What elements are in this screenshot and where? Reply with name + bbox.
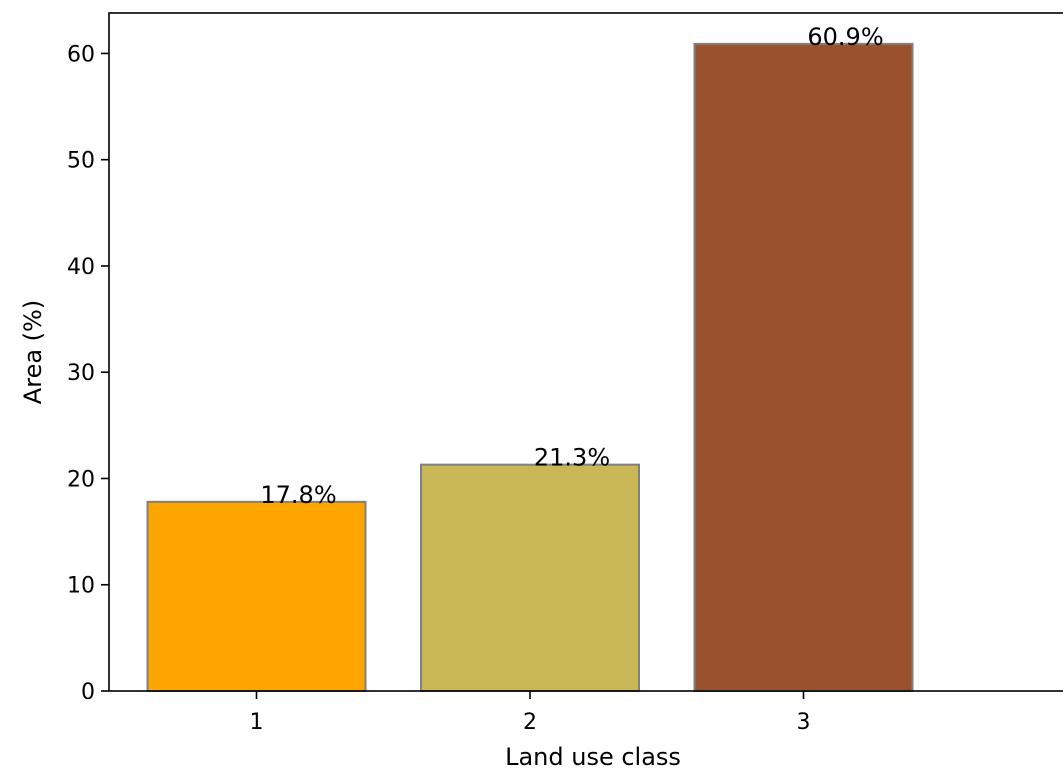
data-label-2: 21.3% bbox=[534, 444, 610, 472]
y-tick-label-40: 40 bbox=[67, 255, 95, 280]
y-axis: 0 10 20 30 40 50 60 bbox=[67, 42, 109, 705]
y-tick-label-30: 30 bbox=[67, 361, 95, 386]
y-tick-label-50: 50 bbox=[67, 149, 95, 174]
y-axis-label: Area (%) bbox=[19, 300, 47, 404]
bar-2 bbox=[420, 463, 640, 692]
bar-1 bbox=[146, 500, 367, 693]
x-axis-label: Land use class bbox=[505, 743, 681, 770]
plot-frame bbox=[108, 12, 1063, 692]
x-tick-label-1: 1 bbox=[250, 710, 264, 735]
x-tick-label-3: 3 bbox=[797, 710, 811, 735]
bar-3 bbox=[693, 42, 914, 693]
y-tick-label-20: 20 bbox=[67, 467, 95, 492]
x-tick-label-2: 2 bbox=[523, 710, 537, 735]
x-axis: 1 2 3 bbox=[250, 691, 811, 735]
bars-group bbox=[146, 42, 914, 693]
data-labels-group: 17.8% 21.3% 60.9% bbox=[260, 23, 883, 509]
y-tick-label-10: 10 bbox=[67, 574, 95, 599]
y-tick-label-0: 0 bbox=[81, 680, 95, 705]
y-tick-label-60: 60 bbox=[67, 42, 95, 67]
data-label-3: 60.9% bbox=[807, 23, 883, 51]
data-label-1: 17.8% bbox=[260, 481, 336, 509]
